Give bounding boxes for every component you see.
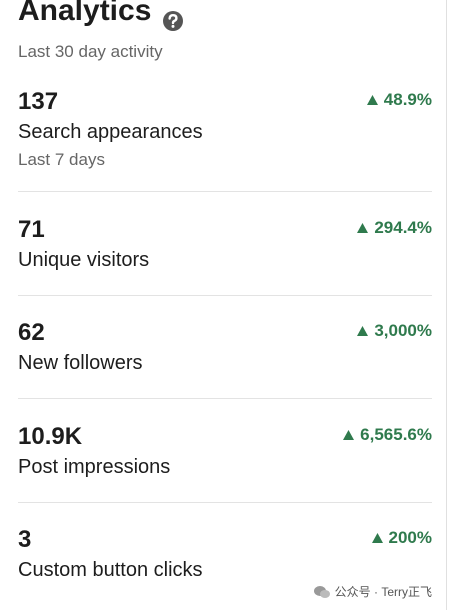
metric-note: Last 7 days <box>18 150 105 169</box>
metric-change: 200% <box>371 528 432 548</box>
metric-value: 137 <box>18 88 59 115</box>
metric-row[interactable]: 3 200% Custom button clicks <box>18 526 432 606</box>
help-icon[interactable] <box>162 10 184 32</box>
divider <box>18 502 432 503</box>
metric-row[interactable]: 71 294.4% Unique visitors <box>18 216 432 296</box>
metric-change: 3,000% <box>357 321 432 341</box>
metric-row[interactable]: 62 3,000% New followers <box>18 319 432 399</box>
divider <box>18 191 432 192</box>
metric-label: Custom button clicks <box>18 559 203 581</box>
up-arrow <box>357 326 369 336</box>
metric-change: 294.4% <box>357 218 432 238</box>
divider <box>18 295 432 296</box>
up-arrow <box>343 430 355 440</box>
metric-label: Post impressions <box>18 456 171 478</box>
change-text: 3,000% <box>374 321 432 340</box>
metric-label: Unique visitors <box>18 249 150 271</box>
change-text: 48.9% <box>383 90 432 109</box>
metric-value: 62 <box>18 319 45 346</box>
metric-value: 10.9K <box>18 423 83 450</box>
title: Analytics <box>18 0 152 27</box>
change-text: 200% <box>388 528 432 547</box>
up-arrow <box>366 95 378 105</box>
metric-change: 6,565.6% <box>343 425 432 445</box>
up-arrow <box>371 533 383 543</box>
divider <box>18 398 432 399</box>
metric-value: 3 <box>18 526 32 553</box>
metric-label: New followers <box>18 352 143 374</box>
metric-value: 71 <box>18 216 45 243</box>
watermark: 公众号 · Terry正飞 <box>313 583 432 600</box>
up-arrow <box>357 223 369 233</box>
metric-row[interactable]: 137 48.9% Search appearances Last 7 days <box>18 88 432 169</box>
metric-row[interactable]: 10.9K 6,565.6% Post impressions <box>18 423 432 503</box>
metric-label: Search appearances <box>18 121 203 143</box>
change-text: 6,565.6% <box>360 425 432 444</box>
metric-change: 48.9% <box>366 90 432 110</box>
watermark-text: 公众号 · Terry正飞 <box>334 585 432 599</box>
change-text: 294.4% <box>374 218 432 237</box>
wechat-icon <box>313 585 330 598</box>
subtitle: Last 30 day activity <box>18 42 163 61</box>
